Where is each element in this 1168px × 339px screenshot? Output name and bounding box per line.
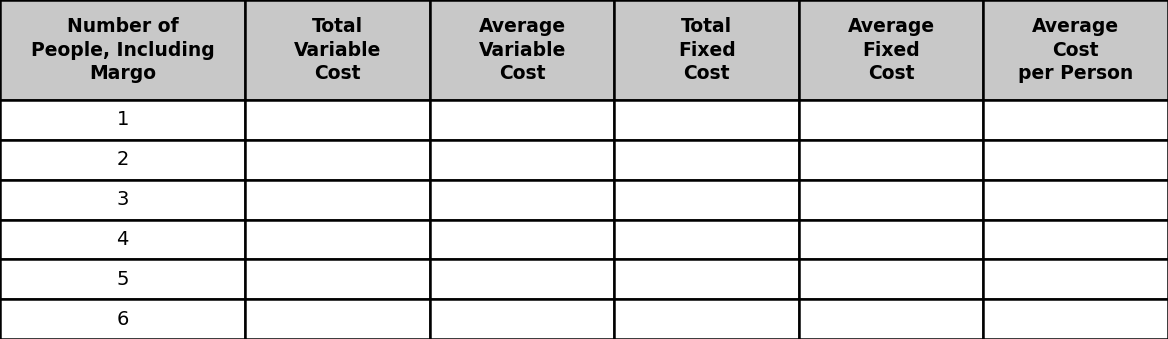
Bar: [799, 259, 983, 299]
Bar: [983, 100, 1168, 140]
Bar: [0, 220, 245, 259]
Bar: [799, 140, 983, 180]
Bar: [245, 100, 430, 140]
Bar: [430, 140, 614, 180]
Bar: [0, 100, 245, 140]
Bar: [614, 299, 799, 339]
Bar: [0, 0, 245, 100]
Bar: [983, 180, 1168, 220]
Text: 2: 2: [117, 150, 128, 169]
Bar: [799, 180, 983, 220]
Bar: [430, 220, 614, 259]
Bar: [799, 0, 983, 100]
Bar: [245, 220, 430, 259]
Text: 5: 5: [117, 270, 128, 289]
Bar: [799, 100, 983, 140]
Bar: [614, 0, 799, 100]
Bar: [614, 100, 799, 140]
Text: Average
Fixed
Cost: Average Fixed Cost: [848, 17, 934, 83]
Text: 1: 1: [117, 111, 128, 129]
Bar: [245, 259, 430, 299]
Text: Number of
People, Including
Margo: Number of People, Including Margo: [30, 17, 215, 83]
Bar: [430, 100, 614, 140]
Text: 3: 3: [117, 190, 128, 209]
Text: Average
Variable
Cost: Average Variable Cost: [479, 17, 565, 83]
Text: Total
Fixed
Cost: Total Fixed Cost: [677, 17, 736, 83]
Text: 6: 6: [117, 310, 128, 328]
Bar: [799, 220, 983, 259]
Bar: [983, 299, 1168, 339]
Text: Total
Variable
Cost: Total Variable Cost: [294, 17, 381, 83]
Text: 4: 4: [117, 230, 128, 249]
Bar: [245, 0, 430, 100]
Bar: [0, 180, 245, 220]
Bar: [614, 180, 799, 220]
Bar: [983, 0, 1168, 100]
Bar: [430, 180, 614, 220]
Bar: [614, 220, 799, 259]
Text: Average
Cost
per Person: Average Cost per Person: [1018, 17, 1133, 83]
Bar: [245, 140, 430, 180]
Bar: [245, 180, 430, 220]
Bar: [983, 220, 1168, 259]
Bar: [0, 140, 245, 180]
Bar: [614, 140, 799, 180]
Bar: [614, 259, 799, 299]
Bar: [430, 0, 614, 100]
Bar: [983, 259, 1168, 299]
Bar: [430, 299, 614, 339]
Bar: [430, 259, 614, 299]
Bar: [983, 140, 1168, 180]
Bar: [799, 299, 983, 339]
Bar: [0, 299, 245, 339]
Bar: [245, 299, 430, 339]
Bar: [0, 259, 245, 299]
